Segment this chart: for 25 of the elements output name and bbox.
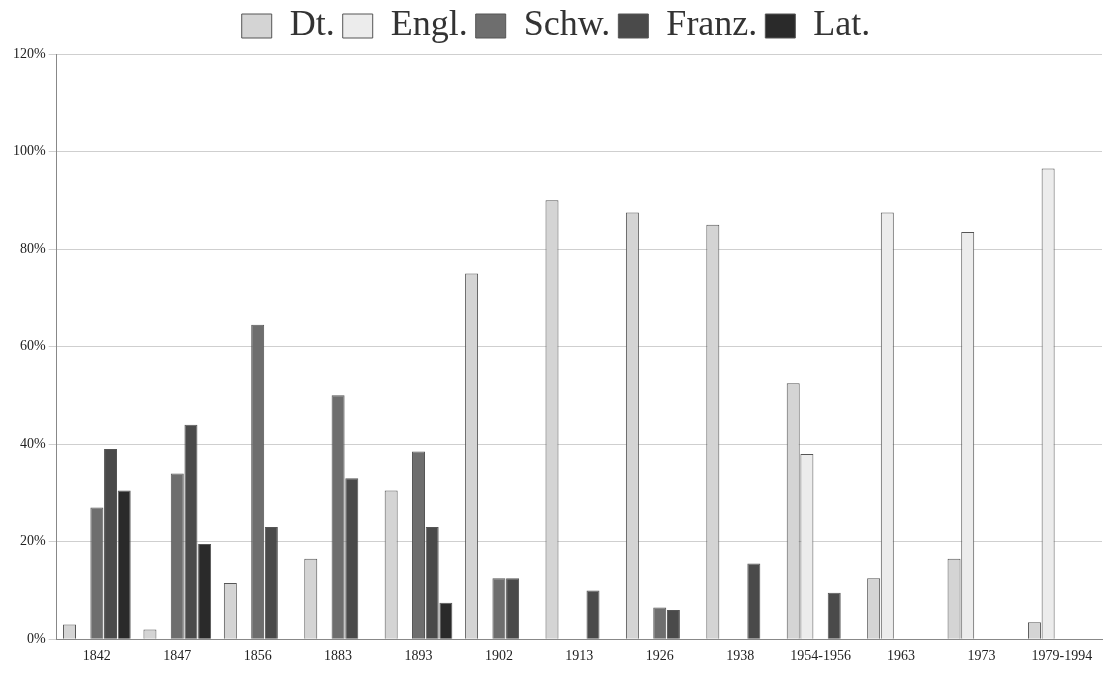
legend-label: Engl.: [390, 3, 468, 44]
x-tick-label: 1847: [163, 648, 192, 664]
x-tick-label: 1979-1994: [1031, 648, 1093, 664]
y-tick-label: 80%: [19, 240, 46, 256]
legend-label: Lat.: [813, 3, 871, 44]
x-tick-label: 1954-1956: [790, 648, 851, 664]
x-tick-label: 1913: [565, 648, 594, 664]
x-tick-label: 1973: [967, 648, 996, 664]
x-tick-label: 1856: [243, 648, 272, 664]
y-tick-label: 20%: [19, 533, 46, 549]
x-tick-label: 1893: [404, 648, 433, 664]
y-tick-label: 100%: [12, 143, 46, 159]
x-tick-label: 1883: [324, 648, 353, 664]
legend-label: Franz.: [666, 3, 758, 44]
x-tick-label: 1902: [484, 648, 513, 664]
y-tick-label: 120%: [12, 45, 46, 61]
x-tick-label: 1926: [645, 648, 674, 664]
y-tick-label: 60%: [19, 338, 46, 354]
legend-label: Dt.: [289, 3, 335, 44]
legend-label: Schw.: [523, 3, 611, 44]
x-tick-label: 1842: [82, 648, 111, 664]
y-tick-label: 0%: [26, 630, 46, 646]
y-tick-label: 40%: [19, 435, 46, 451]
x-tick-label: 1938: [726, 648, 755, 664]
x-tick-label: 1963: [886, 648, 915, 664]
